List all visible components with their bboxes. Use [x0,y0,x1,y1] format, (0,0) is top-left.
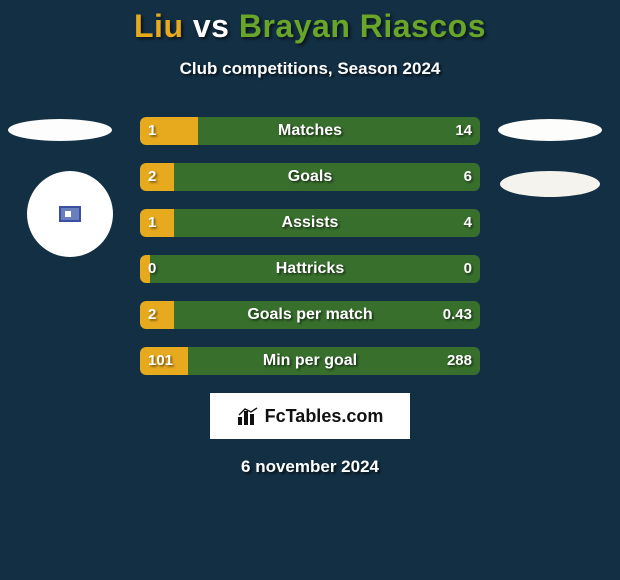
stat-bar-row: 101288Min per goal [140,347,480,375]
stat-bar-row: 14Assists [140,209,480,237]
title-player2: Brayan Riascos [239,8,486,44]
stat-bar-row: 26Goals [140,163,480,191]
date-text: 6 november 2024 [0,457,620,477]
brand-box: FcTables.com [210,393,410,439]
right-ellipse-decor-2 [500,171,600,197]
title-vs: vs [183,8,238,44]
stat-bar-row: 00Hattricks [140,255,480,283]
left-ellipse-decor [8,119,112,141]
player-avatar [27,171,113,257]
stat-bars: 114Matches 26Goals 14Assists 00Hattricks 20.… [140,117,480,375]
page-title: Liu vs Brayan Riascos [0,0,620,45]
stat-label: Matches [140,117,480,145]
stat-label: Hattricks [140,255,480,283]
stat-label: Min per goal [140,347,480,375]
stat-bar-row: 114Matches [140,117,480,145]
subtitle: Club competitions, Season 2024 [0,59,620,79]
avatar-placeholder-icon [59,206,81,222]
content-area: 114Matches 26Goals 14Assists 00Hattricks 20.… [0,117,620,477]
stat-bar-row: 20.43Goals per match [140,301,480,329]
right-ellipse-decor [498,119,602,141]
brand-bars-icon [237,407,259,425]
title-player1: Liu [134,8,183,44]
stat-label: Goals per match [140,301,480,329]
stat-label: Goals [140,163,480,191]
brand-text: FcTables.com [265,406,384,427]
stat-label: Assists [140,209,480,237]
